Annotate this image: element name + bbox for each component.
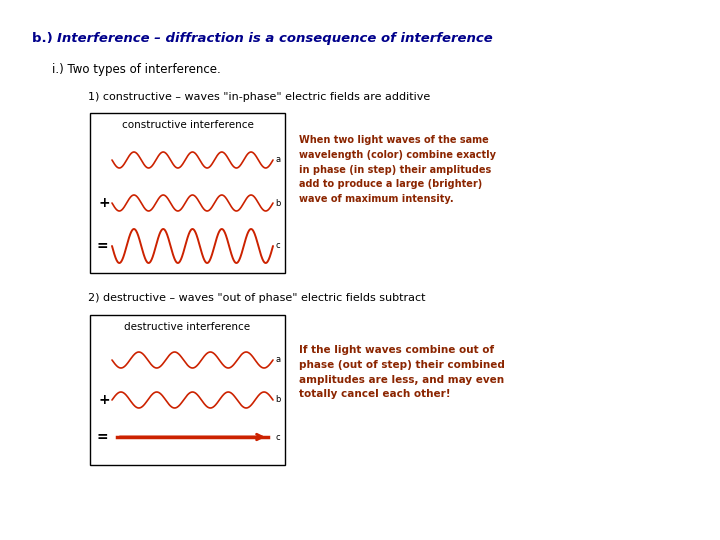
Text: b: b [275, 395, 280, 404]
Text: =: = [96, 430, 107, 444]
Text: a: a [275, 156, 280, 165]
Text: +: + [98, 393, 109, 407]
Text: When two light waves of the same
wavelength (color) combine exactly
in phase (in: When two light waves of the same wavelen… [299, 135, 496, 204]
FancyBboxPatch shape [90, 113, 285, 273]
Text: destructive interference: destructive interference [125, 322, 251, 332]
Text: 1) constructive – waves "in-phase" electric fields are additive: 1) constructive – waves "in-phase" elect… [88, 92, 431, 102]
Text: a: a [275, 355, 280, 364]
Text: c: c [275, 241, 279, 251]
Text: 2) destructive – waves "out of phase" electric fields subtract: 2) destructive – waves "out of phase" el… [88, 293, 426, 303]
FancyBboxPatch shape [90, 315, 285, 465]
Text: b: b [275, 199, 280, 207]
Text: +: + [98, 196, 109, 210]
Text: i.) Two types of interference.: i.) Two types of interference. [52, 63, 221, 76]
Text: b.): b.) [32, 32, 58, 45]
Text: c: c [275, 433, 279, 442]
Text: constructive interference: constructive interference [122, 120, 253, 130]
Text: =: = [96, 239, 107, 253]
Text: Interference – diffraction is a consequence of interference: Interference – diffraction is a conseque… [57, 32, 492, 45]
Text: If the light waves combine out of
phase (out of step) their combined
amplitudes : If the light waves combine out of phase … [299, 345, 505, 400]
